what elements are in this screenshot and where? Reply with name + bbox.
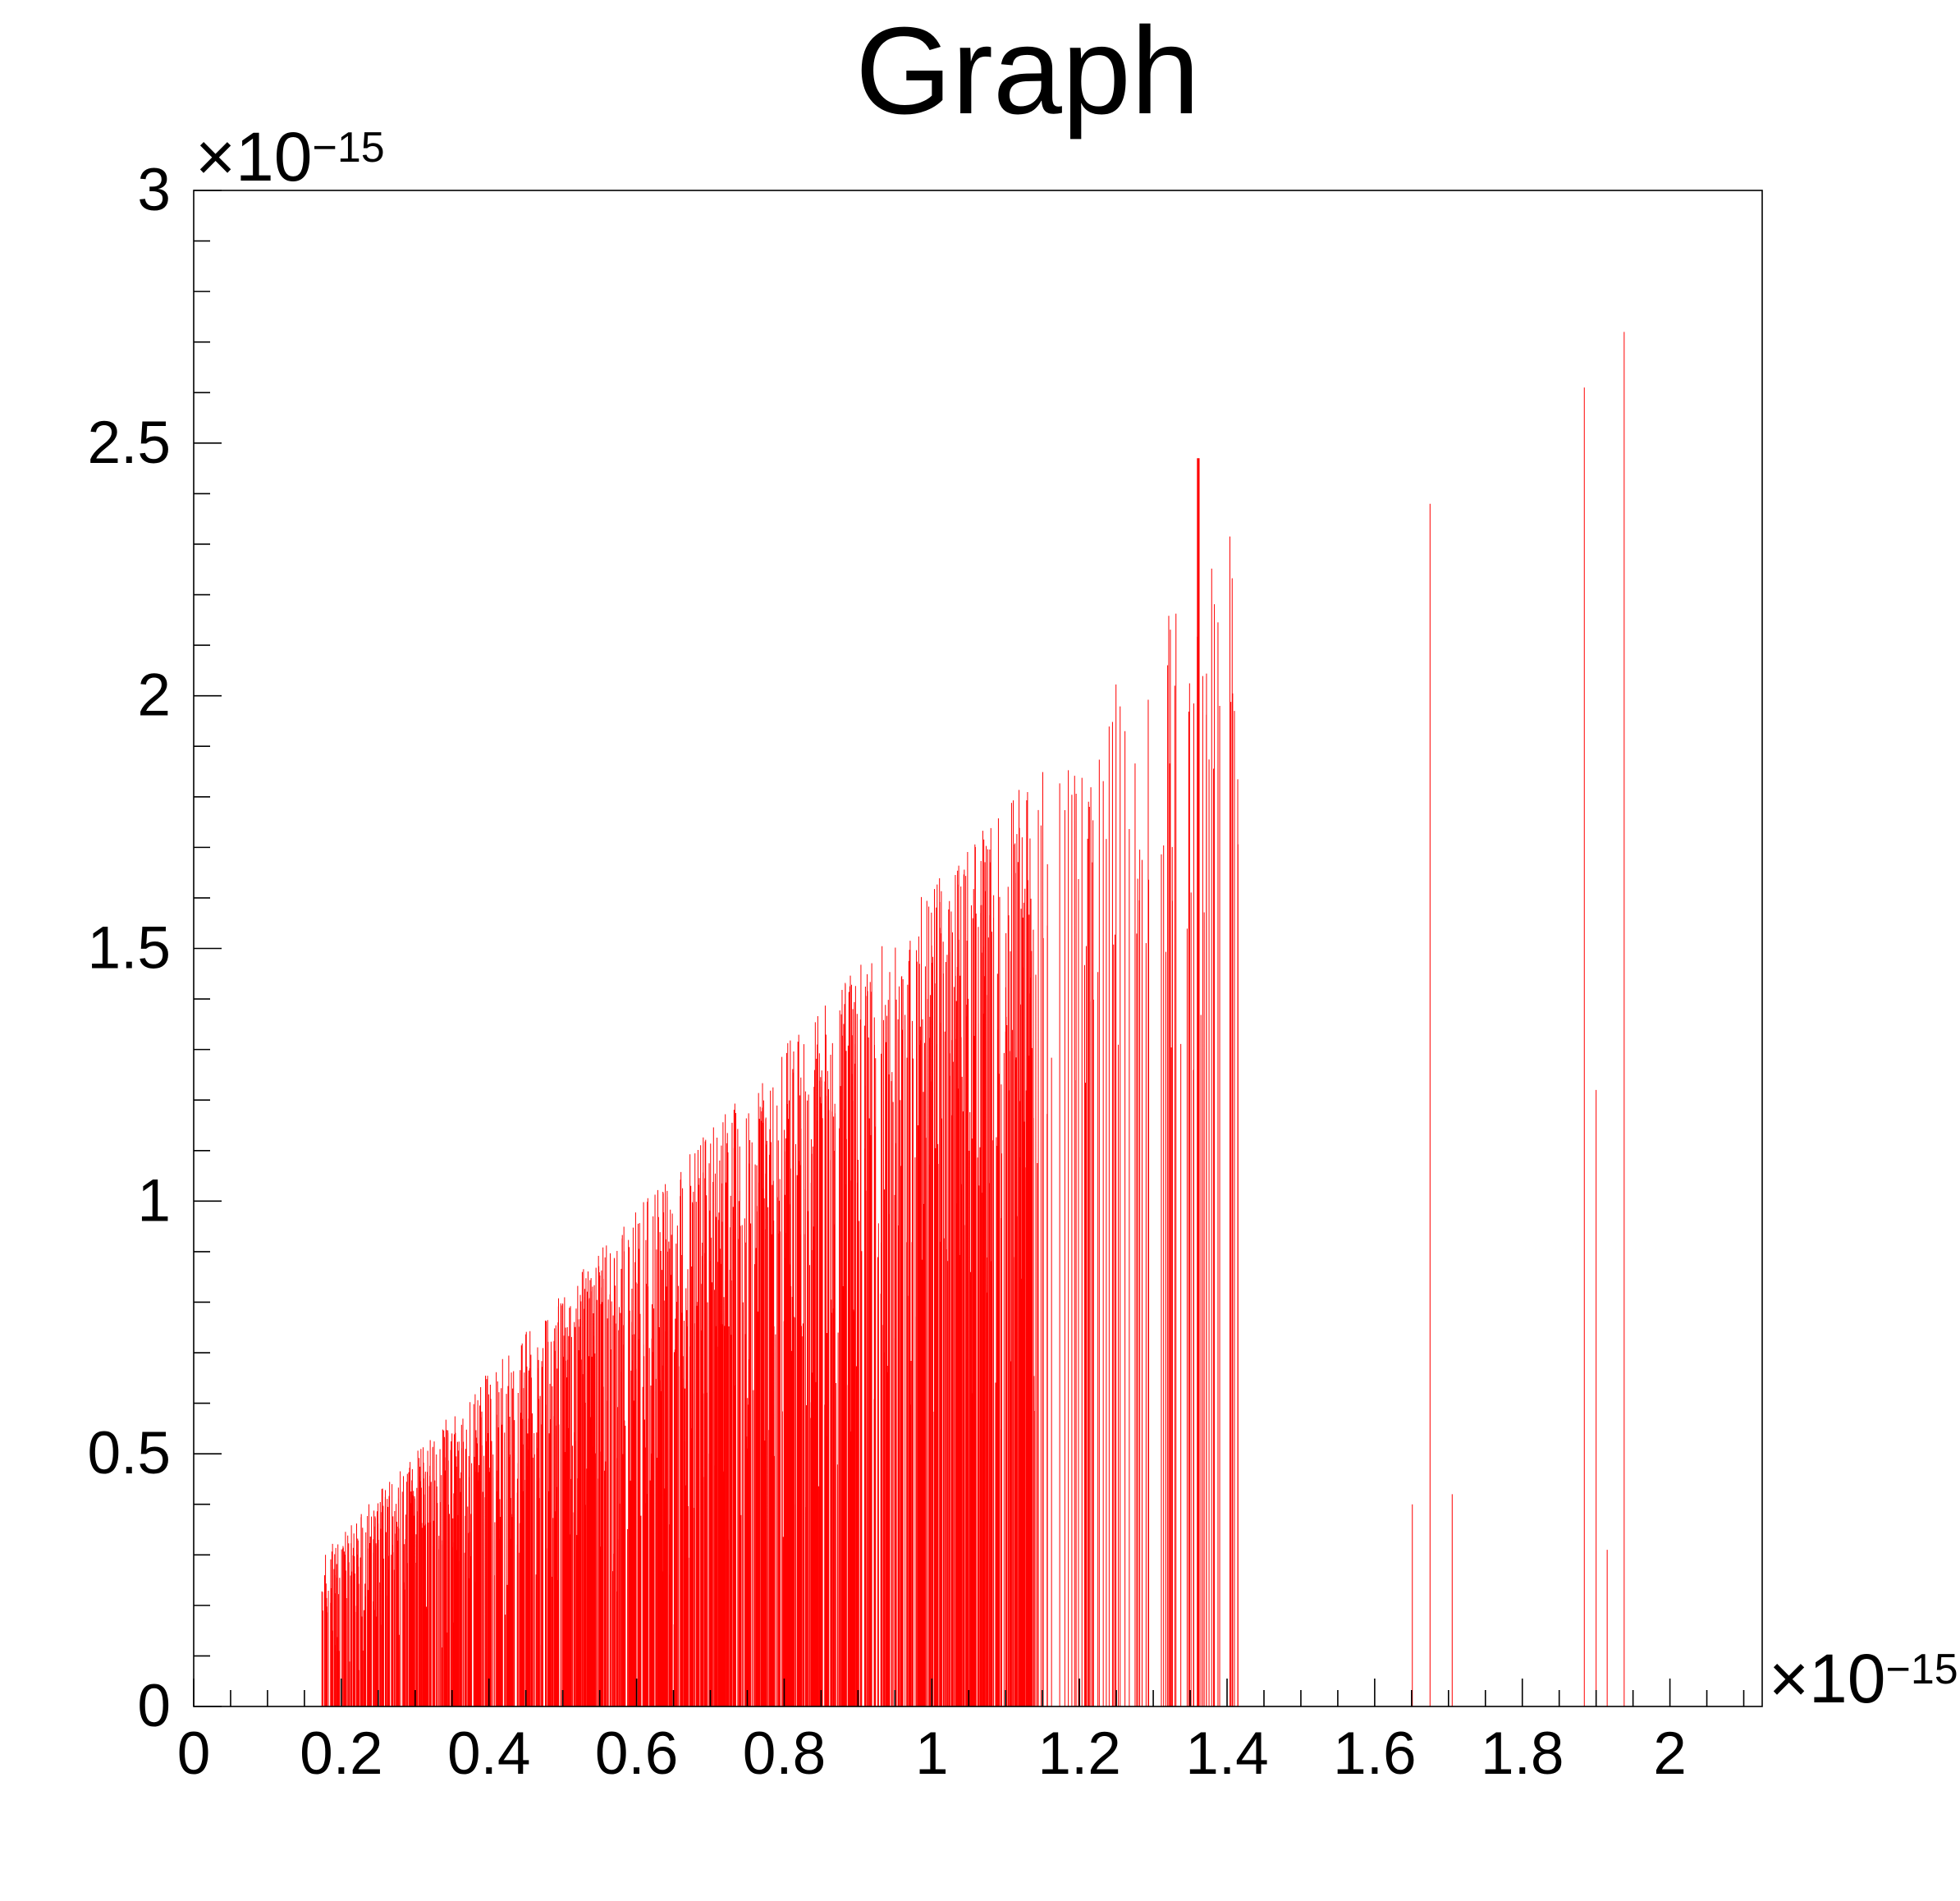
svg-text:2: 2 [1653, 1720, 1687, 1787]
svg-text:0.4: 0.4 [447, 1720, 530, 1787]
svg-text:1: 1 [915, 1720, 949, 1787]
svg-text:0.5: 0.5 [88, 1420, 171, 1486]
svg-text:1.4: 1.4 [1185, 1720, 1268, 1787]
svg-text:1.8: 1.8 [1481, 1720, 1564, 1787]
svg-text:Graph: Graph [855, 1, 1200, 140]
svg-text:0.8: 0.8 [743, 1720, 826, 1787]
svg-text:0: 0 [137, 1673, 171, 1739]
svg-text:3: 3 [137, 157, 171, 223]
svg-text:2: 2 [137, 662, 171, 729]
svg-text:×10−15: ×10−15 [195, 118, 385, 195]
svg-text:2.5: 2.5 [88, 410, 171, 476]
svg-text:1.6: 1.6 [1333, 1720, 1416, 1787]
svg-text:0.2: 0.2 [300, 1720, 382, 1787]
svg-text:1.2: 1.2 [1037, 1720, 1120, 1787]
svg-text:1.5: 1.5 [88, 915, 171, 982]
svg-text:0: 0 [177, 1720, 211, 1787]
svg-text:×10−15: ×10−15 [1769, 1640, 1958, 1717]
svg-text:1: 1 [137, 1167, 171, 1234]
svg-text:0.6: 0.6 [595, 1720, 678, 1787]
